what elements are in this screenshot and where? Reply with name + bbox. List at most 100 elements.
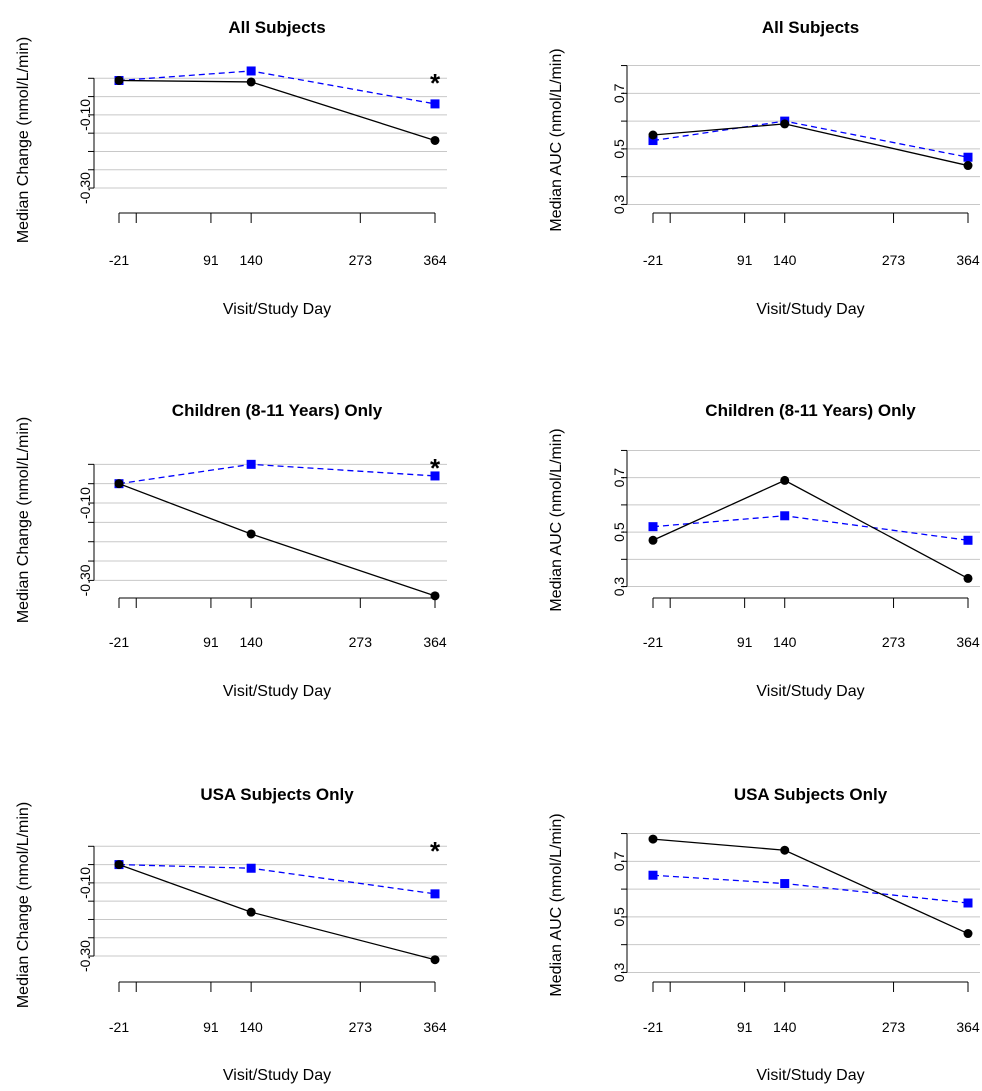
series-line xyxy=(118,463,436,485)
x-tick-label: 140 xyxy=(239,1019,263,1035)
data-point xyxy=(648,130,658,140)
x-tick-label: 364 xyxy=(423,1019,447,1035)
x-tick-label: 273 xyxy=(349,252,373,268)
chart-panel-5: USA Subjects Only -0.30 -0.10 Median Change… xyxy=(15,785,447,1084)
x-tick-label: 140 xyxy=(239,634,263,650)
data-point xyxy=(963,929,973,939)
significance-marker: * xyxy=(430,836,441,866)
x-tick-label: 91 xyxy=(737,1019,753,1035)
x-tick-label: 140 xyxy=(239,252,263,268)
data-point xyxy=(246,863,256,873)
y-axis-label: Median AUC (nmol/L/min) xyxy=(548,813,565,996)
x-tick-label: 273 xyxy=(349,634,373,650)
series-line xyxy=(652,120,969,158)
x-tick-label: -21 xyxy=(643,634,663,650)
data-point xyxy=(246,907,256,917)
x-tick-label: -21 xyxy=(109,1019,129,1035)
chart-title: Children (8-11 Years) Only xyxy=(705,401,916,420)
x-tick-label: 364 xyxy=(956,1019,980,1035)
y-tick-label: -0.10 xyxy=(77,487,93,519)
series-line xyxy=(652,123,969,167)
chart-title: USA Subjects Only xyxy=(734,785,888,804)
data-point xyxy=(430,955,440,965)
data-point xyxy=(430,135,440,145)
y-tick-label: 0.3 xyxy=(611,577,627,597)
data-point xyxy=(430,471,440,481)
data-point xyxy=(430,99,440,109)
series-line xyxy=(118,70,436,105)
x-axis-label: Visit/Study Day xyxy=(756,301,864,318)
chart-panel-3: Children (8-11 Years) Only -0.30 -0.10 Medi… xyxy=(15,401,447,700)
y-tick-label: -0.10 xyxy=(77,99,93,131)
data-point xyxy=(648,870,658,880)
x-tick-label: 273 xyxy=(882,1019,906,1035)
data-point xyxy=(246,66,256,76)
data-point xyxy=(114,860,124,870)
data-point xyxy=(648,535,658,545)
x-tick-label: 140 xyxy=(773,1019,797,1035)
y-tick-label: -0.30 xyxy=(77,564,93,596)
y-tick-label: 0.3 xyxy=(611,963,627,983)
chart-panel-6: USA Subjects Only 0.3 0.5 0.7 Median AUC (nm… xyxy=(548,785,980,1084)
chart-panel-1: All Subjects -0.30 -0.10 Median Change (nmo… xyxy=(15,18,447,318)
y-tick-label: 0.5 xyxy=(611,139,627,159)
y-tick-label: 0.5 xyxy=(611,907,627,927)
x-tick-label: 91 xyxy=(203,634,219,650)
y-tick-label: -0.10 xyxy=(77,867,93,899)
x-axis-label: Visit/Study Day xyxy=(223,1067,331,1084)
data-point xyxy=(963,898,973,908)
series-line xyxy=(652,479,969,579)
x-tick-label: 364 xyxy=(956,634,980,650)
series-line xyxy=(652,838,969,935)
y-axis-label: Median AUC (nmol/L/min) xyxy=(548,48,565,231)
data-point xyxy=(648,136,658,146)
data-point xyxy=(780,511,790,521)
y-tick-label: 0.7 xyxy=(611,851,627,871)
data-point xyxy=(246,459,256,469)
chart-title: Children (8-11 Years) Only xyxy=(172,401,383,420)
y-tick-label: -0.30 xyxy=(77,940,93,972)
x-tick-label: 364 xyxy=(423,634,447,650)
data-point xyxy=(963,535,973,545)
data-point xyxy=(648,522,658,532)
x-tick-label: 273 xyxy=(349,1019,373,1035)
data-point xyxy=(963,152,973,162)
data-point xyxy=(648,834,658,844)
x-tick-label: 273 xyxy=(882,634,906,650)
x-axis-label: Visit/Study Day xyxy=(223,683,331,700)
y-axis-label: Median Change (nmol/L/min) xyxy=(15,417,32,623)
x-tick-label: -21 xyxy=(643,252,663,268)
chart-title: USA Subjects Only xyxy=(200,785,354,804)
data-point xyxy=(430,889,440,899)
x-tick-label: 140 xyxy=(773,634,797,650)
x-axis-label: Visit/Study Day xyxy=(223,301,331,318)
series-line xyxy=(118,863,436,961)
x-tick-label: 140 xyxy=(773,252,797,268)
series-line xyxy=(118,79,436,142)
x-tick-label: 364 xyxy=(956,252,980,268)
data-point xyxy=(114,479,124,489)
data-point xyxy=(780,475,790,485)
series-line xyxy=(118,863,436,895)
x-tick-label: 91 xyxy=(203,1019,219,1035)
y-tick-label: 0.7 xyxy=(611,468,627,488)
x-tick-label: 91 xyxy=(737,252,753,268)
x-tick-label: 364 xyxy=(423,252,447,268)
data-point xyxy=(780,879,790,889)
chart-title: All Subjects xyxy=(228,18,325,37)
x-tick-label: 91 xyxy=(203,252,219,268)
x-tick-label: 273 xyxy=(882,252,906,268)
y-tick-label: -0.30 xyxy=(77,172,93,204)
data-point xyxy=(963,573,973,583)
significance-marker: * xyxy=(430,68,441,98)
data-point xyxy=(114,75,124,85)
data-point xyxy=(780,119,790,129)
y-axis-label: Median Change (nmol/L/min) xyxy=(15,37,32,243)
data-point xyxy=(246,77,256,87)
x-axis-label: Visit/Study Day xyxy=(756,1067,864,1084)
series-line xyxy=(118,483,436,597)
chart-panel-2: All Subjects 0.3 0.5 0.7 Median AUC (nmol/L/… xyxy=(548,18,980,318)
y-axis-label: Median AUC (nmol/L/min) xyxy=(548,428,565,611)
data-point xyxy=(780,845,790,855)
